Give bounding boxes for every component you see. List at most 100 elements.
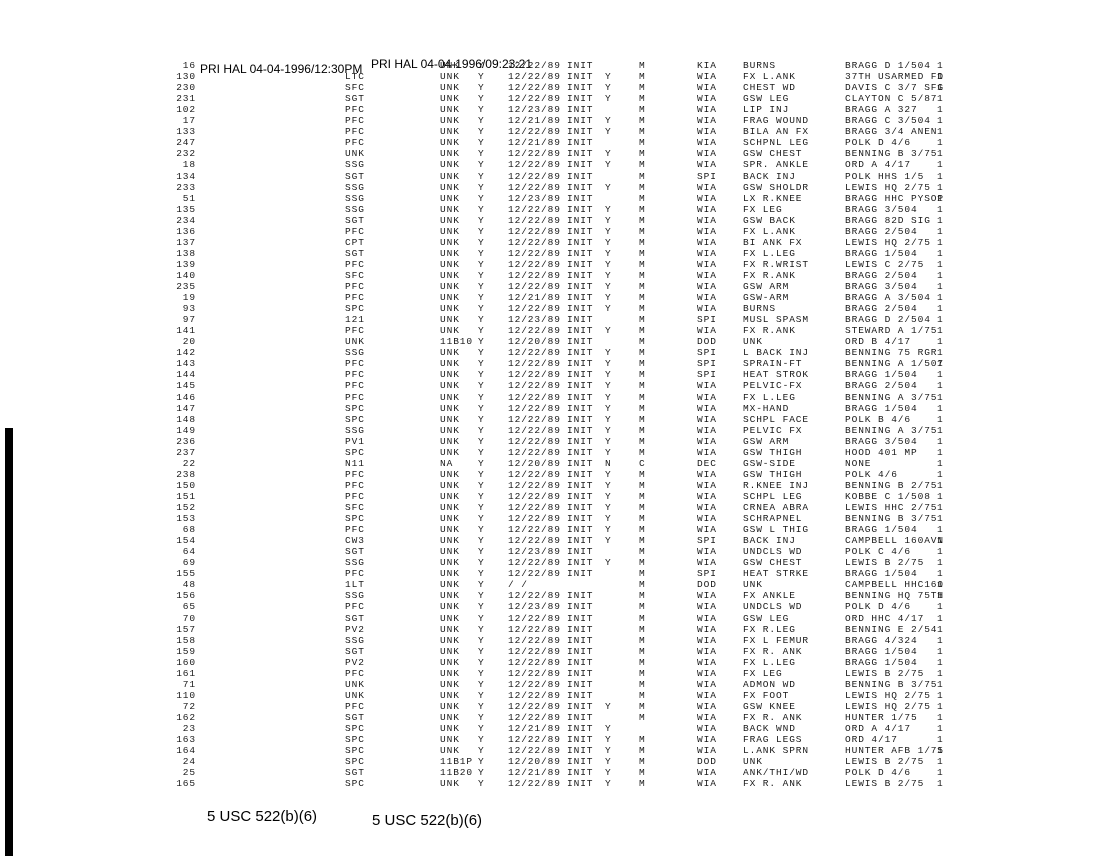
mos: UNK [440, 281, 460, 292]
unit: HOOD 401 MP [845, 446, 918, 458]
record-number: 19 [182, 292, 196, 304]
report-type: INIT [567, 137, 594, 149]
injury: UNK [743, 756, 763, 768]
code: M [639, 292, 646, 304]
date: 12/22/89 [508, 413, 561, 425]
flag: Y [478, 115, 485, 127]
date: 12/20/89 [508, 336, 561, 348]
injury: FRAG WOUND [743, 115, 810, 127]
unit: LEWIS HQ 2/75 [845, 181, 931, 193]
code: M [639, 115, 646, 127]
date: 12/23/89 [508, 192, 561, 204]
report-type: INIT [567, 513, 594, 525]
flag: Y [605, 281, 612, 292]
count: 1 [937, 60, 944, 71]
record-number: 136 [176, 225, 196, 237]
status: WIA [697, 524, 717, 536]
report-type: INIT [567, 645, 594, 657]
flag: Y [605, 82, 612, 94]
date: 12/21/89 [508, 292, 561, 304]
report-type: INIT [567, 402, 594, 414]
rank: PFC [345, 292, 365, 304]
record-number: 144 [176, 369, 196, 381]
rank: PFC [345, 667, 365, 679]
flag: Y [605, 446, 612, 458]
redaction-note: 5 USC 522(b)(6) [372, 812, 483, 829]
flag: Y [478, 347, 485, 359]
date: 12/22/89 [508, 181, 561, 193]
mos: UNK [440, 479, 460, 491]
flag: Y [478, 601, 485, 613]
count: 1 [937, 623, 944, 635]
flag: Y [478, 60, 485, 71]
report-type: INIT [567, 258, 594, 270]
record-number: 143 [176, 358, 196, 370]
count: 1 [937, 678, 944, 690]
unit: BRAGG 3/4 ANEN [845, 126, 938, 138]
count: 1 [937, 711, 944, 723]
mos: UNK [440, 380, 460, 392]
flag: Y [478, 756, 485, 768]
mos: UNK [440, 424, 460, 436]
code: M [639, 402, 646, 414]
flag: Y [605, 214, 612, 226]
status: WIA [697, 656, 717, 668]
mos: UNK [440, 601, 460, 613]
flag: Y [605, 402, 612, 414]
record-number: 69 [182, 557, 196, 569]
date: 12/22/89 [508, 634, 561, 646]
code: M [639, 678, 646, 690]
record-number: 110 [176, 689, 196, 701]
report-type: INIT [567, 71, 594, 83]
unit: KOBBE C 1/508 [845, 490, 931, 502]
injury: FX R. ANK [743, 645, 803, 657]
count: 1 [937, 104, 944, 116]
mos: UNK [440, 214, 460, 226]
record-number: 133 [176, 126, 196, 138]
code: M [639, 303, 646, 315]
unit: BRAGG D 2/504 [845, 314, 931, 326]
record-number: 234 [176, 214, 196, 226]
unit: BRAGG 3/504 [845, 203, 918, 215]
flag: Y [478, 711, 485, 723]
status: WIA [697, 446, 717, 458]
unit: HUNTER AFB 1/75 [845, 745, 945, 757]
record-number: 65 [182, 601, 196, 613]
flag: Y [478, 524, 485, 536]
unit: BENNING A 3/75 [845, 391, 938, 403]
flag: Y [478, 479, 485, 491]
record-number: 102 [176, 104, 196, 116]
report-type: INIT [567, 181, 594, 193]
rank: PFC [345, 380, 365, 392]
mos: UNK [440, 236, 460, 248]
mos: UNK [440, 93, 460, 105]
status: WIA [697, 767, 717, 779]
injury: FX L.LEG [743, 391, 796, 403]
mos: UNK [440, 159, 460, 171]
flag: Y [478, 358, 485, 370]
rank: SPC [345, 303, 365, 315]
rank: SGT [345, 247, 365, 259]
injury: PELVIC FX [743, 424, 803, 436]
date: 12/22/89 [508, 93, 561, 105]
date: 12/22/89 [508, 325, 561, 337]
report-type: INIT [567, 490, 594, 502]
mos: UNK [440, 60, 460, 71]
status: WIA [697, 71, 717, 83]
count: 1 [937, 424, 944, 436]
count: 1 [937, 700, 944, 712]
record-number: 97 [182, 314, 196, 326]
status: WIA [697, 269, 717, 281]
count: 1 [937, 203, 944, 215]
mos: UNK [440, 723, 460, 734]
count: 1 [937, 247, 944, 259]
flag: Y [478, 446, 485, 458]
record-number: 233 [176, 181, 196, 193]
report-type: INIT [567, 446, 594, 458]
record-number: 22 [182, 457, 196, 469]
status: WIA [697, 689, 717, 701]
code: M [639, 524, 646, 536]
date: 12/22/89 [508, 435, 561, 447]
flag: Y [478, 225, 485, 237]
injury: FX FOOT [743, 689, 790, 701]
